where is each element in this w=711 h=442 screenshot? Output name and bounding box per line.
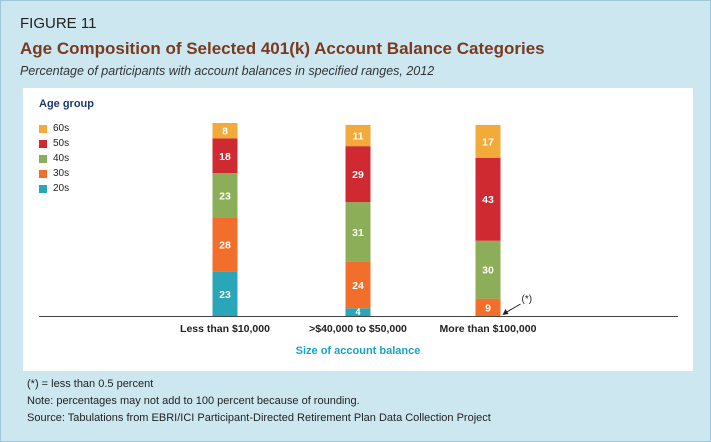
footnote-asterisk: (*) = less than 0.5 percent [27, 378, 154, 390]
bar-50s-more-than-100-000 [475, 157, 501, 241]
bar-40s-40-000-to-50-000 [345, 202, 371, 262]
tick-label-less-than-10-000: Less than $10,000 [180, 323, 270, 335]
stacked-bar-chart: 23 28 23 18 8 Less than $10,000 4 24 31 29 11 >$40,… [39, 123, 678, 357]
legend-item-50s: 50s [39, 136, 69, 151]
data-label-40s-40-000-to-50-000: 31 [352, 227, 364, 239]
legend-label-20s: 20s [53, 183, 70, 194]
figure-label: FIGURE 11 [20, 15, 97, 32]
legend-swatch-20s [39, 184, 47, 193]
legend: 60s 50s 40s 30s 20s [39, 121, 69, 196]
data-label-20s-40-000-to-50-000: 4 [355, 307, 360, 317]
annotation-arrowhead [502, 309, 509, 315]
data-label-40s-less-than-10-000: 23 [219, 190, 231, 202]
legend-label-40s: 40s [53, 153, 70, 164]
legend-swatch-30s [39, 169, 47, 178]
annotation-text: (*) [522, 294, 533, 305]
bar-40s-less-than-10-000 [212, 173, 238, 218]
data-label-50s-40-000-to-50-000: 29 [352, 169, 364, 181]
bar-40s-more-than-100-000 [475, 240, 501, 299]
legend-swatch-50s [39, 139, 47, 148]
data-label-60s-40-000-to-50-000: 11 [352, 131, 363, 143]
bar-50s-40-000-to-50-000 [345, 146, 371, 203]
bar-30s-less-than-10-000 [212, 217, 238, 272]
legend-swatch-40s [39, 154, 47, 163]
bar-60s-40-000-to-50-000 [345, 124, 371, 147]
x-axis-label: Size of account balance [296, 345, 421, 357]
data-label-50s-more-than-100-000: 43 [482, 194, 494, 206]
legend-swatch-60s [39, 124, 47, 133]
legend-item-40s: 40s [39, 151, 69, 166]
footnote-source: Source: Tabulations from EBRI/ICI Partic… [27, 412, 491, 424]
data-label-40s-more-than-100-000: 30 [482, 265, 494, 277]
bar-30s-40-000-to-50-000 [345, 261, 371, 309]
data-label-60s-less-than-10-000: 8 [222, 126, 228, 138]
bar-50s-less-than-10-000 [212, 138, 238, 174]
footnote-note: Note: percentages may not add to 100 per… [27, 395, 360, 407]
legend-item-60s: 60s [39, 121, 69, 136]
bar-30s-more-than-100-000 [475, 298, 501, 316]
legend-item-20s: 20s [39, 181, 69, 196]
bar-20s-less-than-10-000 [212, 271, 238, 316]
data-label-50s-less-than-10-000: 18 [219, 151, 231, 163]
chart-subtitle: Percentage of participants with account … [20, 64, 435, 78]
legend-title: Age group [39, 98, 94, 110]
data-label-60s-more-than-100-000: 17 [482, 136, 494, 148]
legend-item-30s: 30s [39, 166, 69, 181]
data-label-20s-less-than-10-000: 23 [219, 289, 231, 301]
legend-label-50s: 50s [53, 138, 70, 149]
bar-60s-more-than-100-000 [475, 124, 501, 158]
legend-label-30s: 30s [53, 168, 70, 179]
legend-label-60s: 60s [53, 123, 70, 134]
data-label-30s-more-than-100-000: 9 [485, 302, 491, 314]
bar-60s-less-than-10-000 [212, 123, 238, 139]
data-label-30s-40-000-to-50-000: 24 [352, 280, 364, 292]
tick-label-more-than-100-000: More than $100,000 [440, 323, 537, 335]
chart-title: Age Composition of Selected 401(k) Accou… [20, 39, 545, 58]
tick-label-40-000-to-50-000: >$40,000 to $50,000 [309, 323, 407, 335]
data-label-30s-less-than-10-000: 28 [219, 240, 231, 252]
bar-20s-40-000-to-50-000 [345, 308, 371, 316]
chart-panel: Age group 60s 50s 40s 30s 20s 2 [23, 88, 693, 371]
